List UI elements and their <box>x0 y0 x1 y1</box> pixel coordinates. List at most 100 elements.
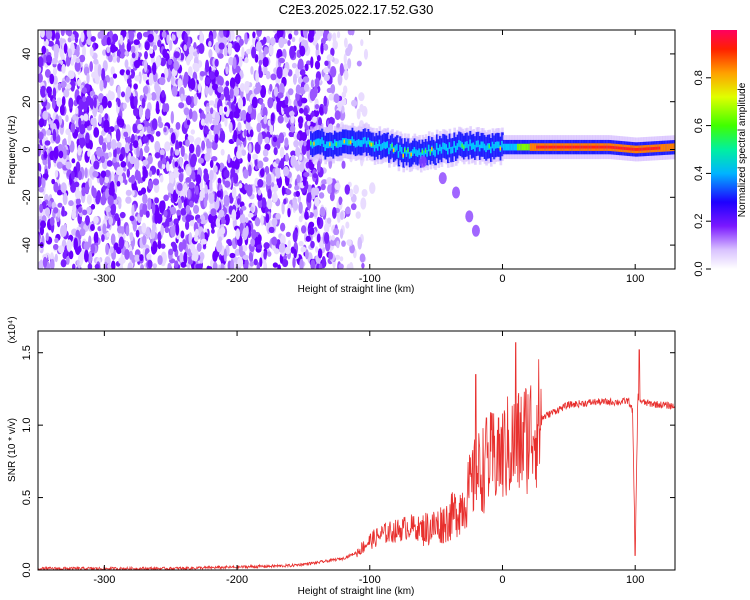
spectrogram-cell <box>262 57 269 68</box>
spectrogram-cell <box>375 141 378 149</box>
spectrogram-cell <box>208 130 212 142</box>
y-tick-label: -20 <box>21 189 33 205</box>
spectrogram-cell <box>231 209 237 222</box>
spectrogram-cell <box>163 210 168 218</box>
spectrogram-cell <box>273 248 280 255</box>
spectrogram-cell <box>477 140 480 148</box>
spectrogram-cell <box>313 209 318 218</box>
spectrogram-cell <box>292 197 298 206</box>
spectrogram-cell <box>173 167 179 179</box>
spectrogram-cell <box>338 263 344 269</box>
spectrogram-cell <box>191 110 198 122</box>
spectrogram-cell <box>319 206 326 218</box>
spectrogram-cell <box>252 31 256 39</box>
spectrogram-cell <box>316 160 321 173</box>
spectrogram-cell <box>470 143 474 151</box>
spectrogram-cell <box>60 30 65 37</box>
spectrogram-cell <box>647 147 651 151</box>
spectrogram-cell <box>657 146 660 150</box>
spectrogram-cell <box>265 35 271 44</box>
spectrogram-cell <box>297 116 304 125</box>
spectrogram-cell <box>257 198 263 209</box>
y-tick-label: 1.5 <box>21 345 33 360</box>
spectrogram-cell <box>314 60 321 70</box>
spectrogram-cell <box>125 69 131 76</box>
spectrogram-cell <box>611 145 614 149</box>
spectrogram-cell <box>142 193 148 205</box>
spectrogram-cell <box>419 152 423 160</box>
spectrogram-cell <box>361 140 364 147</box>
y-tick-label: 0 <box>21 146 33 152</box>
spectrogram-cell <box>90 117 95 126</box>
spectrogram-cell <box>205 59 210 73</box>
spectrogram-cell <box>212 250 218 262</box>
spectrogram-cell <box>488 144 491 149</box>
spectrogram-cell <box>139 147 144 161</box>
spectrogram-cell <box>583 145 587 149</box>
spectrogram-cell <box>168 248 174 256</box>
spectrogram-cell <box>550 145 554 149</box>
spectrogram-cell <box>326 54 334 62</box>
spectrogram-cell <box>574 145 578 149</box>
spectrogram-cell <box>588 145 592 149</box>
spectrogram-cell <box>572 145 576 149</box>
spectrogram-cell <box>223 30 227 37</box>
spectrogram-cell <box>151 202 156 215</box>
spectrogram-cell <box>348 140 351 145</box>
spectrogram-cell <box>110 203 116 216</box>
spectrogram-cell <box>104 188 110 200</box>
spectrogram-cell <box>316 216 321 226</box>
spectrogram-cell <box>113 146 117 160</box>
spectrogram-cell <box>65 114 69 123</box>
spectrogram-cell <box>49 216 55 226</box>
spectrogram-cell <box>263 114 268 125</box>
spectrogram-cell <box>210 208 217 217</box>
spectrogram-cell <box>70 34 76 41</box>
spectrogram-cell <box>193 93 198 106</box>
spectrogram-cell <box>124 142 130 154</box>
spectrogram-cell <box>151 118 158 131</box>
spectrogram-cell <box>542 145 546 149</box>
spectrogram-cell <box>96 147 103 157</box>
spectrogram-cell <box>330 141 334 149</box>
spectrogram-cell <box>159 200 164 214</box>
spectrogram-cell <box>122 102 127 110</box>
spectrogram-cell <box>314 77 320 87</box>
spectrogram-cell <box>174 161 179 168</box>
spectrogram-cell <box>253 258 258 266</box>
x-tick-label: 0 <box>499 574 505 586</box>
spectrogram-cell <box>241 149 247 156</box>
spectrogram-cell <box>346 138 350 146</box>
spectrogram-cell <box>123 166 127 172</box>
spectrogram-cell <box>244 258 248 269</box>
spectrogram-cell <box>263 250 267 260</box>
spectrogram-cell <box>334 110 341 121</box>
spectrogram-cell <box>206 265 211 269</box>
spectrogram-cell <box>107 195 114 206</box>
spectrogram-cell <box>70 79 76 92</box>
spectrogram-cell <box>582 145 585 149</box>
spectrogram-cell <box>285 188 290 194</box>
spectrogram-cell <box>131 190 135 197</box>
spectrogram-cell <box>208 100 215 106</box>
spectrogram-cell <box>143 59 148 73</box>
spectrogram-cell <box>628 147 632 151</box>
spectrogram-cell <box>447 147 450 155</box>
spectrogram-cell <box>545 145 549 149</box>
spectrogram-cell <box>116 56 121 63</box>
spectrogram-cell <box>208 213 214 224</box>
spectrogram-cell <box>660 144 664 152</box>
spectrogram-cell <box>247 164 252 177</box>
spectrogram-cell <box>145 226 151 239</box>
spectrogram-cell <box>310 240 315 249</box>
spectrogram-cell <box>295 84 301 95</box>
spectrogram-cell <box>134 75 141 82</box>
spectrogram-cell <box>397 151 401 158</box>
spectrogram-cell <box>201 140 206 151</box>
spectrogram-cell <box>62 139 66 148</box>
spectrogram-cell <box>97 226 102 232</box>
spectrogram-cell <box>281 185 286 196</box>
spectrogram-cell <box>517 143 520 151</box>
spectrogram-cell <box>585 145 589 149</box>
spectrogram-cell <box>93 232 98 244</box>
